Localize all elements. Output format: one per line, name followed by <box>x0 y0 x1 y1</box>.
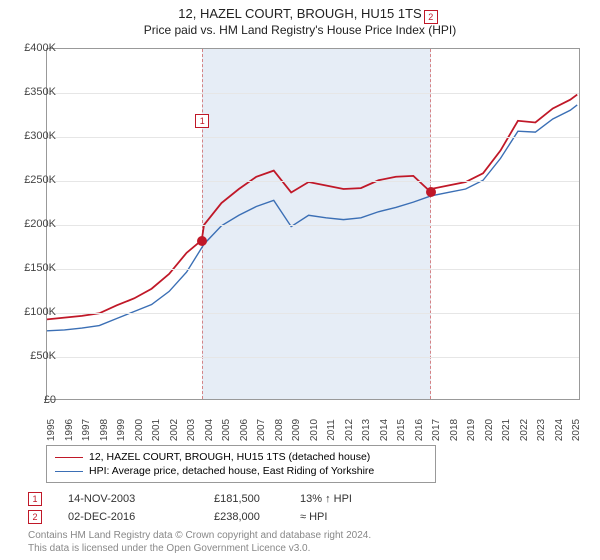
y-axis-label: £250K <box>14 174 60 186</box>
x-axis-label: 2016 <box>414 419 425 441</box>
price-marker <box>426 187 436 197</box>
x-axis-labels: 1995 1996 1997 1998 1999 2000 2001 2002 2003 2004… <box>46 402 580 442</box>
legend-label: HPI: Average price, detached house, East… <box>89 465 374 477</box>
gridline <box>47 313 579 314</box>
x-axis-label: 2005 <box>221 419 232 441</box>
transaction-price: £181,500 <box>214 493 274 505</box>
chart-title: 12, HAZEL COURT, BROUGH, HU15 1TS <box>0 6 600 21</box>
chart-subtitle: Price paid vs. HM Land Registry's House … <box>0 23 600 37</box>
legend: 12, HAZEL COURT, BROUGH, HU15 1TS (detac… <box>46 445 436 483</box>
transaction-price: £238,000 <box>214 511 274 523</box>
chart-container: 12, HAZEL COURT, BROUGH, HU15 1TS Price … <box>0 0 600 560</box>
x-axis-label: 1996 <box>64 419 75 441</box>
transaction-row: 1 14-NOV-2003 £181,500 13% ↑ HPI <box>28 490 420 508</box>
x-axis-label: 2003 <box>186 419 197 441</box>
transaction-delta: 13% ↑ HPI <box>300 493 420 505</box>
x-axis-label: 1998 <box>99 419 110 441</box>
y-axis-label: £400K <box>14 42 60 54</box>
gridline <box>47 137 579 138</box>
x-axis-label: 2015 <box>396 419 407 441</box>
footer-text: Contains HM Land Registry data © Crown c… <box>28 530 371 555</box>
x-axis-label: 2011 <box>326 419 337 441</box>
footer-line: This data is licensed under the Open Gov… <box>28 543 371 556</box>
x-axis-label: 1995 <box>46 419 57 441</box>
transaction-date: 02-DEC-2016 <box>68 511 188 523</box>
transaction-badge: 1 <box>28 492 42 506</box>
x-axis-label: 2018 <box>449 419 460 441</box>
legend-label: 12, HAZEL COURT, BROUGH, HU15 1TS (detac… <box>89 451 370 463</box>
x-axis-label: 1999 <box>116 419 127 441</box>
legend-swatch <box>55 457 83 458</box>
price-marker-label: 2 <box>424 10 438 24</box>
legend-swatch <box>55 471 83 472</box>
price-marker <box>197 236 207 246</box>
transaction-row: 2 02-DEC-2016 £238,000 ≈ HPI <box>28 508 420 526</box>
x-axis-label: 2019 <box>466 419 477 441</box>
price-marker-label: 1 <box>195 114 209 128</box>
transactions-table: 1 14-NOV-2003 £181,500 13% ↑ HPI 2 02-DE… <box>28 490 420 526</box>
x-axis-label: 2023 <box>536 419 547 441</box>
title-block: 12, HAZEL COURT, BROUGH, HU15 1TS Price … <box>0 0 600 37</box>
x-axis-label: 2010 <box>309 419 320 441</box>
series-line <box>47 105 577 331</box>
chart-lines-svg <box>47 49 579 399</box>
x-axis-label: 2025 <box>571 419 582 441</box>
y-axis-label: £350K <box>14 86 60 98</box>
y-axis-label: £100K <box>14 306 60 318</box>
legend-item: 12, HAZEL COURT, BROUGH, HU15 1TS (detac… <box>55 450 427 464</box>
legend-item: HPI: Average price, detached house, East… <box>55 464 427 478</box>
x-axis-label: 2022 <box>519 419 530 441</box>
x-axis-label: 2001 <box>151 419 162 441</box>
x-axis-label: 2024 <box>554 419 565 441</box>
x-axis-label: 2002 <box>169 419 180 441</box>
y-axis-label: £0 <box>14 394 60 406</box>
y-axis-label: £300K <box>14 130 60 142</box>
transaction-delta: ≈ HPI <box>300 511 420 523</box>
x-axis-label: 2017 <box>431 419 442 441</box>
x-axis-label: 1997 <box>81 419 92 441</box>
transaction-badge: 2 <box>28 510 42 524</box>
gridline <box>47 181 579 182</box>
x-axis-label: 2013 <box>361 419 372 441</box>
x-axis-label: 2008 <box>274 419 285 441</box>
gridline <box>47 93 579 94</box>
x-axis-label: 2009 <box>291 419 302 441</box>
y-axis-label: £50K <box>14 350 60 362</box>
y-axis-label: £200K <box>14 218 60 230</box>
gridline <box>47 269 579 270</box>
footer-line: Contains HM Land Registry data © Crown c… <box>28 530 371 543</box>
x-axis-label: 2020 <box>484 419 495 441</box>
transaction-date: 14-NOV-2003 <box>68 493 188 505</box>
gridline <box>47 357 579 358</box>
x-axis-label: 2000 <box>134 419 145 441</box>
x-axis-label: 2021 <box>501 419 512 441</box>
x-axis-label: 2004 <box>204 419 215 441</box>
x-axis-label: 2007 <box>256 419 267 441</box>
plot-area: 12 <box>46 48 580 400</box>
x-axis-label: 2014 <box>379 419 390 441</box>
chart-plot-wrap: 12 <box>46 48 580 400</box>
y-axis-label: £150K <box>14 262 60 274</box>
gridline <box>47 225 579 226</box>
x-axis-label: 2006 <box>239 419 250 441</box>
series-line <box>47 95 577 320</box>
x-axis-label: 2012 <box>344 419 355 441</box>
